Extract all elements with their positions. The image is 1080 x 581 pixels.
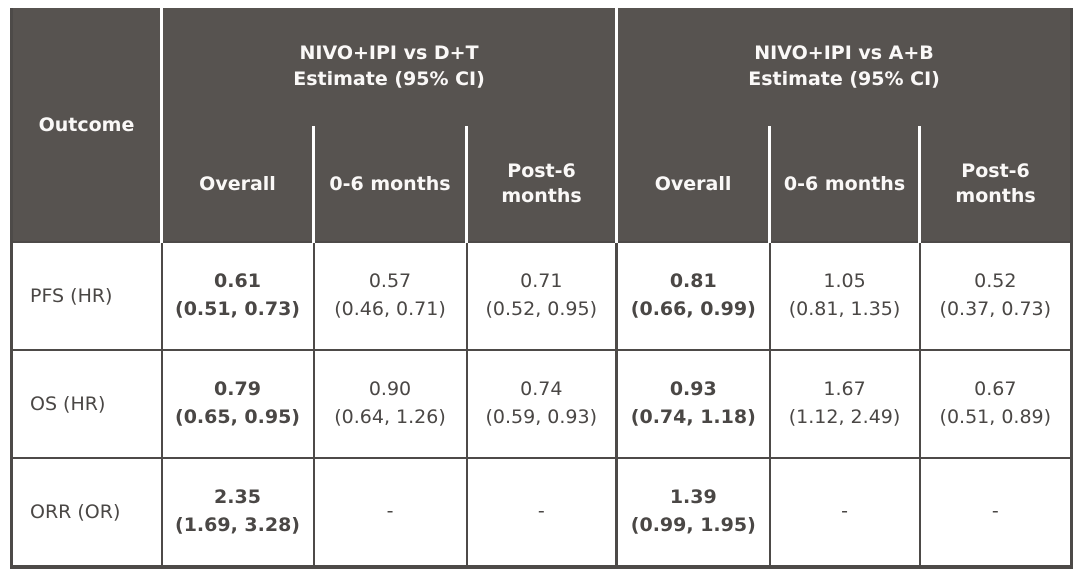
group-title-ab-line1: NIVO+IPI vs A+B [754,42,934,65]
group-title-dt-line1: NIVO+IPI vs D+T [299,42,479,65]
cell-pfs-ab-overall: 0.81 (0.66, 0.99) [615,241,771,351]
table-row-os: OS (HR) 0.79 (0.65, 0.95) 0.90 (0.64, 1.… [10,349,1073,459]
cell-os-dt-0-6: 0.90 (0.64, 1.26) [312,349,468,459]
cell-orr-dt-0-6: - [312,457,468,568]
group-header-nivo-ipi-vs-dt: NIVO+IPI vs D+T Estimate (95% CI) [161,8,619,126]
results-table: Outcome NIVO+IPI vs D+T Estimate (95% CI… [10,8,1074,569]
table-header: Outcome NIVO+IPI vs D+T Estimate (95% CI… [11,8,1072,242]
subheader-dt-0-6-months: 0-6 months [313,126,468,242]
cell-orr-ab-post6: - [918,457,1073,568]
row-label-pfs: PFS (HR) [10,241,163,351]
sub-header-row: Overall 0-6 months Post-6 months Overall… [12,126,1072,242]
cell-os-ab-0-6: 1.67 (1.12, 2.49) [768,349,921,459]
group-header-nivo-ipi-vs-ab: NIVO+IPI vs A+B Estimate (95% CI) [616,8,1072,126]
cell-orr-dt-post6: - [465,457,619,568]
group-header-row: Outcome NIVO+IPI vs D+T Estimate (95% CI… [11,8,1072,242]
group-title-dt-line2: Estimate (95% CI) [293,68,485,90]
subheader-dt-overall: Overall [161,126,315,242]
cell-os-dt-overall: 0.79 (0.65, 0.95) [160,349,315,459]
cell-pfs-ab-0-6: 1.05 (0.81, 1.35) [768,241,921,351]
cell-orr-ab-0-6: - [768,457,921,568]
table-row-pfs: PFS (HR) 0.61 (0.51, 0.73) 0.57 (0.46, 0… [10,241,1073,351]
cell-pfs-dt-0-6: 0.57 (0.46, 0.71) [312,241,468,351]
group-title-dt: NIVO+IPI vs D+T Estimate (95% CI) [163,41,615,92]
cell-pfs-dt-post6: 0.71 (0.52, 0.95) [465,241,619,351]
subheader-ab-overall: Overall [616,126,772,242]
cell-os-dt-post6: 0.74 (0.59, 0.93) [465,349,619,459]
table-row-orr: ORR (OR) 2.35 (1.69, 3.28) - - 1.39 (0.9… [10,457,1073,568]
group-title-ab: NIVO+IPI vs A+B Estimate (95% CI) [618,41,1070,92]
cell-pfs-ab-post6: 0.52 (0.37, 0.73) [918,241,1073,351]
cell-orr-dt-overall: 2.35 (1.69, 3.28) [160,457,315,568]
cell-pfs-dt-overall: 0.61 (0.51, 0.73) [160,241,315,351]
cell-os-ab-overall: 0.93 (0.74, 1.18) [615,349,771,459]
subheader-ab-post-6-months: Post-6 months [919,126,1072,242]
group-title-ab-line2: Estimate (95% CI) [748,68,940,90]
row-label-orr: ORR (OR) [10,457,163,568]
cell-orr-ab-overall: 1.39 (0.99, 1.95) [615,457,771,568]
cell-os-ab-post6: 0.67 (0.51, 0.89) [918,349,1073,459]
table-body: PFS (HR) 0.61 (0.51, 0.73) 0.57 (0.46, 0… [10,241,1073,568]
subheader-ab-0-6-months: 0-6 months [769,126,922,242]
row-label-os: OS (HR) [10,349,163,459]
outcome-column-header: Outcome [11,8,163,242]
subheader-dt-post-6-months: Post-6 months [466,126,619,242]
